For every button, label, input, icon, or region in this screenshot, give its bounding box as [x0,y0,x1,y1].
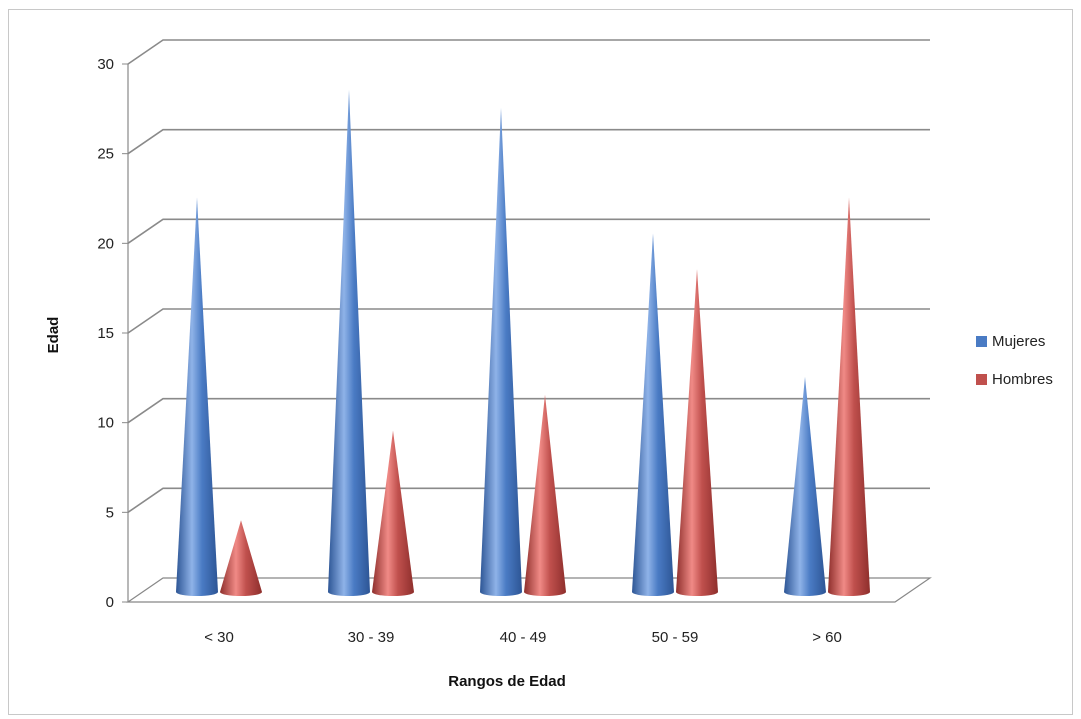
y-tick-label: 20 [97,235,114,252]
gridline [127,397,930,424]
cone-hombres-0 [220,520,262,596]
y-tick-label: 0 [106,594,114,611]
data-marks [176,89,870,597]
gridline [127,128,930,155]
x-tick-label: > 60 [812,629,842,646]
cone-hombres-1 [372,430,414,596]
x-tick-label: 50 - 59 [652,629,699,646]
cone-hombres-2 [524,394,566,596]
x-axis-title: Rangos de Edad [448,673,566,690]
gridline [127,487,930,513]
legend-swatch-hombres [976,374,987,385]
y-tick-label: 5 [106,504,114,521]
y-tick-label: 15 [97,325,114,342]
gridline [127,39,930,65]
y-axis-ticks: 0 5 10 15 20 25 30 [97,56,128,611]
gridlines [127,39,930,513]
cone-mujeres-0 [176,197,218,596]
cone-mujeres-3 [632,233,674,597]
gridline [127,308,930,334]
cone-hombres-4 [828,197,870,596]
x-tick-label: 30 - 39 [348,629,395,646]
x-tick-label: 40 - 49 [500,629,547,646]
legend-swatch-mujeres [976,336,987,347]
y-tick-label: 10 [97,415,114,432]
legend-label-mujeres: Mujeres [992,333,1045,350]
cone-mujeres-2 [480,107,522,597]
y-tick-label: 30 [97,56,114,73]
gridline [127,218,930,244]
cone-mujeres-1 [328,89,370,596]
x-tick-label: < 30 [204,629,234,646]
cone-mujeres-4 [784,376,826,596]
y-axis-title: Edad [45,317,62,354]
cone-hombres-3 [676,269,718,596]
y-tick-label: 25 [97,146,114,163]
x-axis-ticks: < 30 30 - 39 40 - 49 50 - 59 > 60 [204,629,842,646]
legend: Mujeres Hombres [976,333,1053,388]
legend-label-hombres: Hombres [992,371,1053,388]
